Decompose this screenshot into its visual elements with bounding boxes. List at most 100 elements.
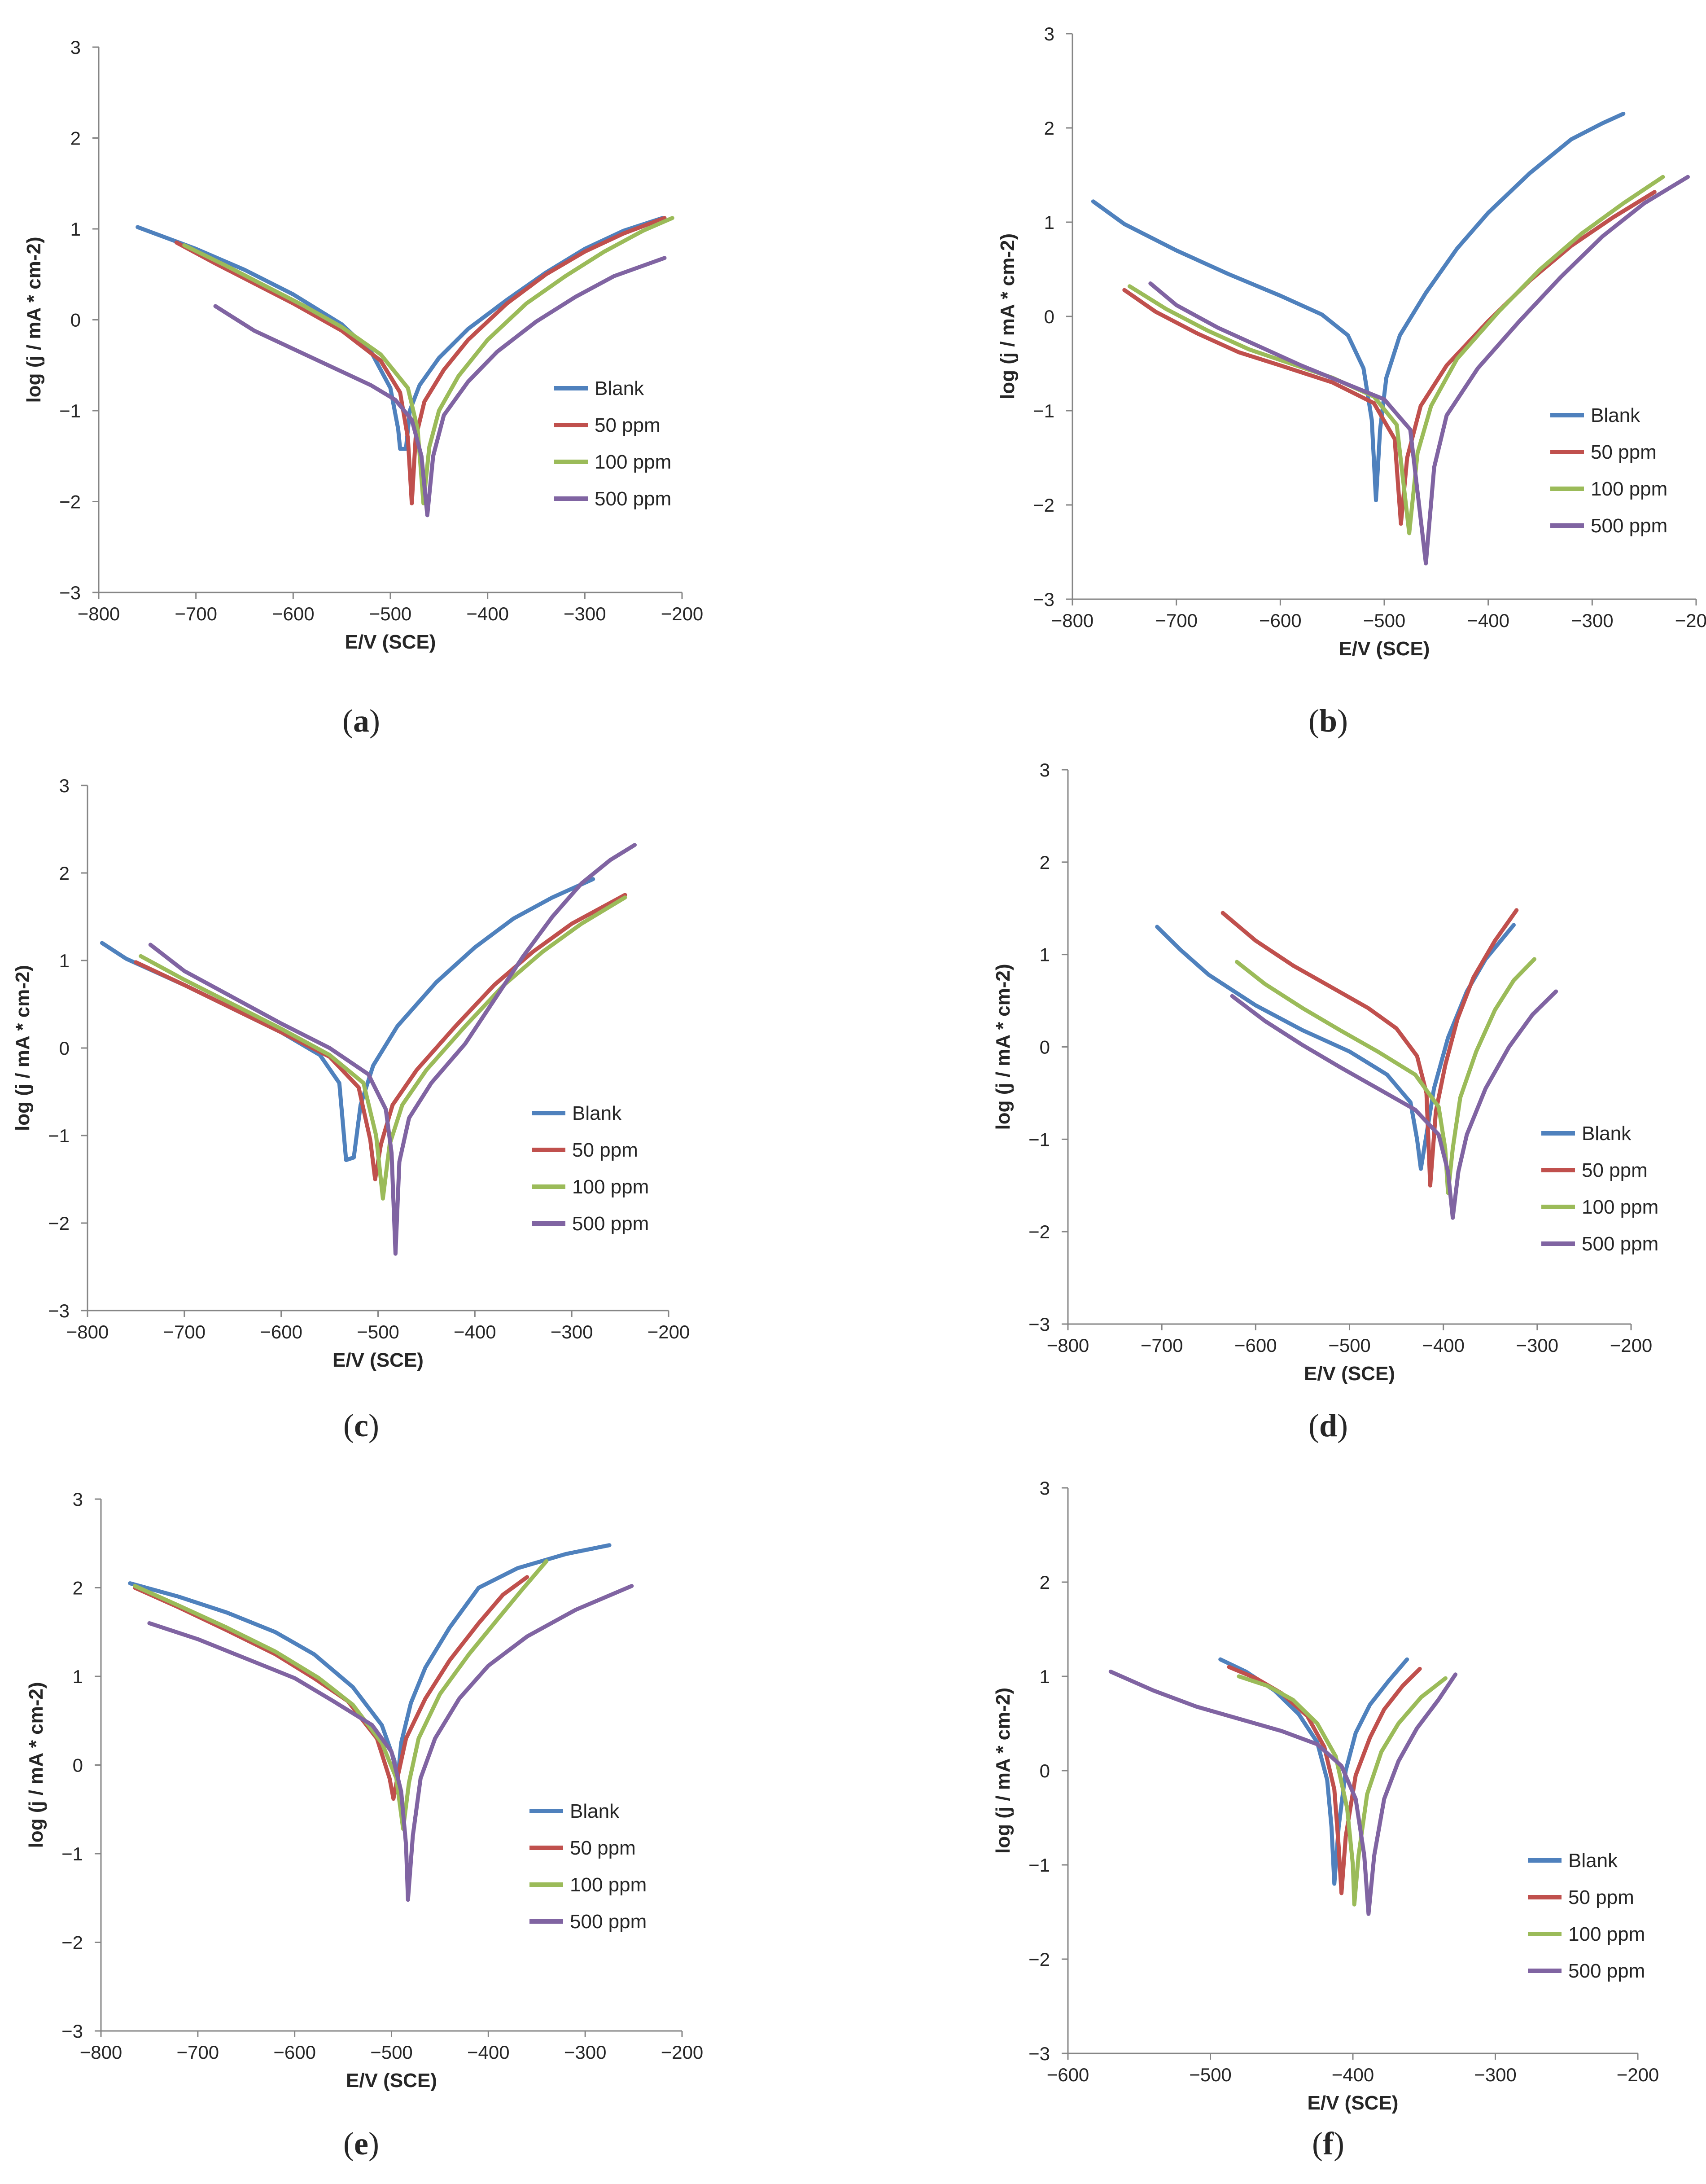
series-line-100-ppm	[182, 216, 674, 505]
legend-entry: 100 ppm	[595, 451, 671, 473]
legend: Blank 50 ppm 100 ppm 500 ppm	[529, 1800, 647, 1933]
series-line-100-ppm	[139, 895, 627, 1201]
y-tick-label: 2	[1040, 1572, 1050, 1593]
legend-entry: Blank	[595, 377, 644, 399]
y-tick-label: 2	[1044, 118, 1054, 139]
y-tick-label: 1	[1044, 212, 1054, 233]
x-tick-label: −400	[467, 2042, 510, 2063]
legend-entry: 500 ppm	[1582, 1233, 1658, 1255]
x-tick-label: −400	[1332, 2064, 1374, 2085]
panel-label: (f)	[1312, 2126, 1344, 2162]
x-tick-label: −400	[1467, 610, 1509, 631]
y-tick-label: 2	[73, 1578, 83, 1599]
legend-entry: 50 ppm	[1582, 1159, 1648, 1181]
legend-entry: 50 ppm	[595, 414, 661, 436]
y-axis-label: log (j / mA * cm-2)	[23, 237, 45, 403]
legend-entry: 500 ppm	[572, 1213, 649, 1235]
legend-entry: Blank	[1591, 404, 1640, 426]
x-axis-label: E/V (SCE)	[345, 631, 436, 653]
x-tick-label: −200	[661, 603, 704, 624]
panel-label: (a)	[342, 703, 380, 739]
y-tick-label: −3	[1028, 2043, 1050, 2064]
x-tick-label: −200	[1617, 2064, 1659, 2085]
x-tick-label: −300	[564, 2042, 607, 2063]
y-tick-label: 0	[1040, 1037, 1050, 1058]
y-tick-label: 1	[59, 950, 70, 971]
legend: Blank 50 ppm 100 ppm 500 ppm	[532, 1102, 649, 1235]
x-tick-label: −700	[177, 2042, 219, 2063]
legend: Blank 50 ppm 100 ppm 500 ppm	[1528, 1850, 1645, 1982]
chart-panel-b: −3 −2 −1 0 1 2 3 −800 −700 −600 −500 −400 −300 −200 E/…	[997, 23, 1706, 739]
x-axis-label: E/V (SCE)	[1304, 1363, 1395, 1385]
series-line-500-ppm	[1108, 1670, 1458, 1916]
legend-entry: 50 ppm	[572, 1139, 638, 1161]
y-tick-label: −1	[61, 1843, 83, 1864]
y-tick-label: 3	[1044, 23, 1054, 44]
panel-label: (c)	[343, 1408, 379, 1443]
legend-entry: 50 ppm	[570, 1837, 636, 1859]
x-tick-label: −800	[1047, 1335, 1089, 1356]
x-tick-label: −700	[175, 603, 217, 624]
legend-entry: 100 ppm	[572, 1176, 649, 1198]
x-tick-label: −800	[1051, 610, 1094, 631]
x-tick-label: −400	[466, 603, 509, 624]
legend-entry: 100 ppm	[1568, 1923, 1645, 1945]
y-tick-label: −2	[61, 1932, 83, 1953]
y-tick-label: 3	[59, 775, 70, 796]
x-tick-label: −200	[661, 2042, 704, 2063]
x-tick-label: −700	[1141, 1335, 1183, 1356]
x-tick-label: −500	[357, 1321, 399, 1342]
legend-entry: 100 ppm	[1582, 1196, 1658, 1218]
y-tick-label: −3	[61, 2021, 83, 2042]
y-tick-label: 0	[70, 310, 81, 331]
y-tick-label: −2	[59, 491, 81, 513]
legend: Blank 50 ppm 100 ppm 500 ppm	[1550, 404, 1667, 537]
y-tick-label: −1	[1028, 1129, 1050, 1150]
legend-entry: 500 ppm	[595, 488, 671, 510]
y-tick-label: 3	[70, 37, 81, 58]
y-tick-label: 3	[1040, 1478, 1050, 1499]
chart-panel-c: −3 −2 −1 0 1 2 3 −800 −700 −600 −500 −400 −300 −200 E/…	[12, 775, 690, 1443]
x-tick-label: −500	[1328, 1335, 1371, 1356]
legend-entry: 50 ppm	[1568, 1886, 1634, 1908]
panel-label: (b)	[1308, 703, 1348, 739]
x-axis-label: E/V (SCE)	[346, 2070, 437, 2092]
y-tick-label: −1	[1033, 400, 1054, 421]
x-tick-label: −200	[1610, 1335, 1653, 1356]
series-line-100-ppm	[1235, 957, 1537, 1195]
series-line-500-ppm	[213, 256, 667, 517]
y-axis-label: log (j / mA * cm-2)	[992, 964, 1014, 1130]
chart-panel-f: −3 −2 −1 0 1 2 3 −600 −500 −400 −300 −200 E/V (SCE) l…	[992, 1478, 1659, 2162]
series-line-blank	[1218, 1657, 1409, 1886]
x-tick-label: −600	[1259, 610, 1302, 631]
x-tick-label: −400	[454, 1321, 496, 1342]
series-line-100-ppm	[133, 1559, 549, 1831]
x-tick-label: −800	[78, 603, 120, 624]
x-tick-label: −600	[1047, 2064, 1089, 2085]
legend-entry: Blank	[1582, 1123, 1632, 1145]
y-tick-label: −2	[48, 1213, 70, 1234]
series-line-100-ppm	[1127, 175, 1665, 535]
series-line-500-ppm	[1148, 175, 1690, 566]
series-line-500-ppm	[148, 843, 637, 1256]
legend: Blank 50 ppm 100 ppm 500 ppm	[554, 377, 671, 510]
x-tick-label: −800	[80, 2042, 122, 2063]
x-tick-label: −500	[369, 603, 412, 624]
y-axis-label: log (j / mA * cm-2)	[992, 1688, 1014, 1854]
y-tick-label: 2	[59, 863, 70, 884]
y-tick-label: 0	[73, 1755, 83, 1776]
y-axis-label: log (j / mA * cm-2)	[12, 965, 34, 1131]
y-tick-label: −1	[48, 1125, 70, 1146]
chart-panel-d: −3 −2 −1 0 1 2 3 −800 −700 −600 −500 −400 −300 −200 E/…	[992, 759, 1658, 1443]
series-line-100-ppm	[1237, 1674, 1448, 1907]
y-tick-label: 0	[1044, 306, 1054, 327]
legend-entry: 500 ppm	[1568, 1960, 1645, 1982]
legend-entry: Blank	[570, 1800, 620, 1822]
y-tick-label: −2	[1028, 1221, 1050, 1242]
y-axis-label: log (j / mA * cm-2)	[25, 1682, 47, 1848]
series-line-50-ppm	[133, 1575, 529, 1801]
y-tick-label: −3	[59, 582, 81, 603]
y-tick-label: −1	[1028, 1855, 1050, 1876]
